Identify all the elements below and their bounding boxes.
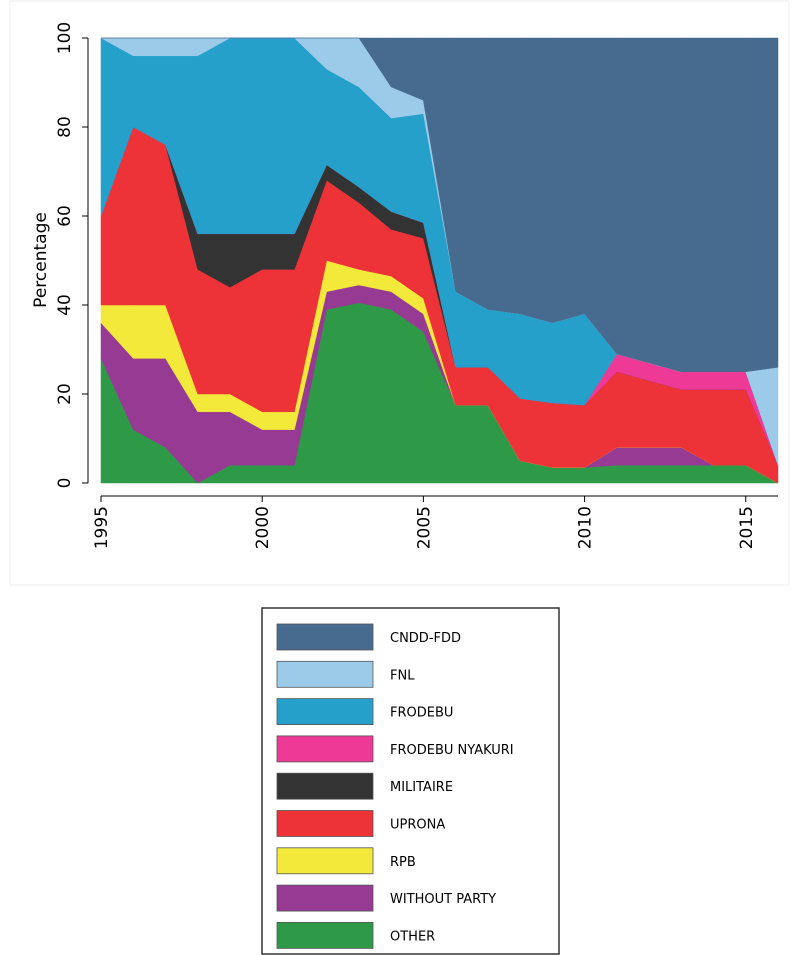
area (101, 37, 779, 372)
legend-swatch (276, 922, 374, 949)
legend-swatch (276, 623, 374, 651)
legend-label: MILITAIRE (390, 780, 453, 795)
legend-swatch (276, 735, 374, 763)
legend-label: FRODEBU (390, 706, 453, 721)
x-tick-label: 2000 (253, 506, 273, 549)
x-tick-label: 2015 (737, 506, 757, 549)
legend-label: UPRONA (390, 818, 445, 833)
y-tick-label: 60 (55, 205, 75, 227)
legend-swatch (276, 810, 374, 837)
legend-label: WITHOUT PARTY (390, 892, 496, 907)
legend-swatch (276, 698, 374, 725)
legend-swatch (276, 847, 374, 875)
legend-swatch (276, 660, 374, 688)
plot-region (9, 0, 790, 586)
y-tick-label: 40 (55, 294, 75, 316)
x-tick-label: 2010 (576, 506, 596, 549)
y-tick-label: 80 (55, 116, 75, 138)
legend-label: CNDD-FDD (390, 631, 461, 646)
y-axis-label: Percentage (31, 212, 51, 308)
x-tick-label: 2005 (414, 506, 434, 549)
legend-label: FNL (390, 668, 415, 683)
legend-label: OTHER (390, 929, 435, 944)
legend-swatch (276, 772, 374, 800)
y-tick-label: 20 (55, 383, 75, 405)
legend-swatch (276, 884, 374, 912)
y-tick-label: 0 (55, 478, 75, 489)
x-tick-label: 1995 (92, 506, 112, 549)
legend-label: RPB (390, 855, 416, 870)
legend-label: FRODEBU NYAKURI (390, 743, 514, 758)
y-tick-label: 100 (55, 22, 75, 54)
